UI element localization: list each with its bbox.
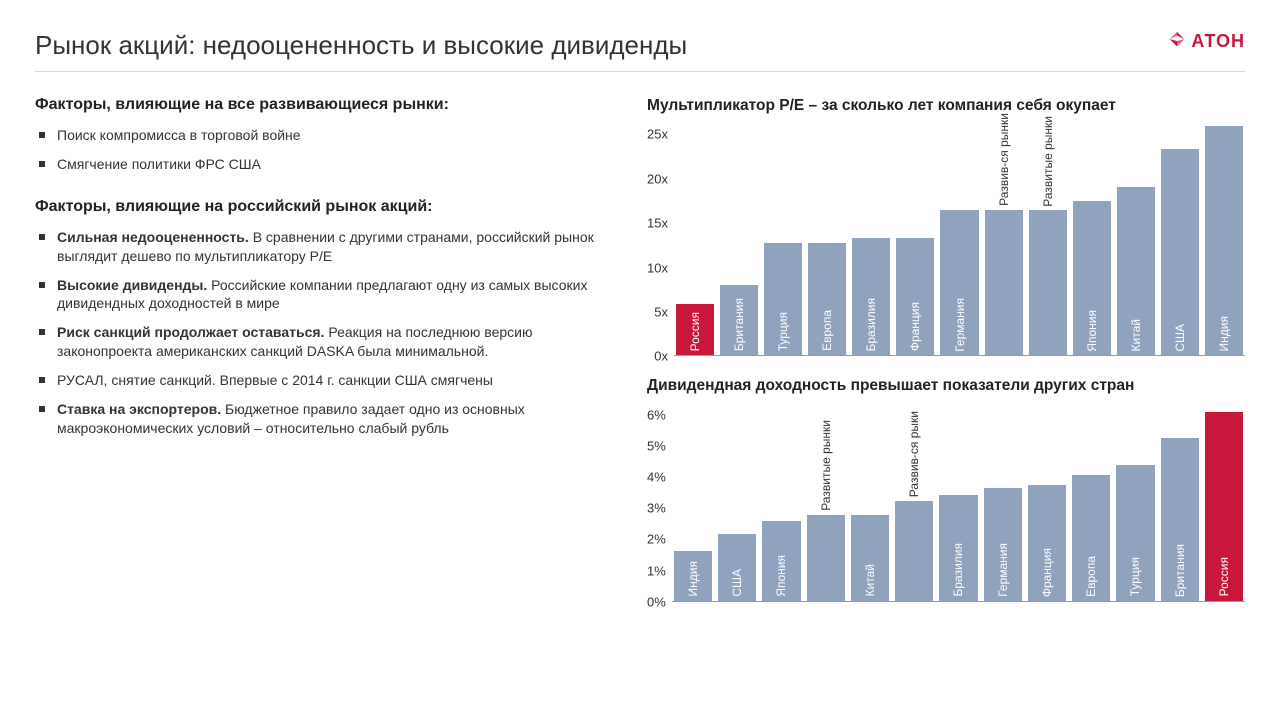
bar-label: Турция (776, 312, 790, 351)
y-tick: 10x (647, 261, 668, 274)
bar-slot: Развитые рынки (807, 402, 845, 601)
bar-slot: Германия (940, 121, 978, 355)
bar-label: Развив-ся рынки (997, 113, 1011, 206)
bar-label: Бразилия (951, 543, 965, 597)
bar-slot: Россия (1205, 402, 1243, 601)
bar-label: Франция (908, 302, 922, 351)
bar-slot: Германия (984, 402, 1022, 601)
chart2-title: Дивидендная доходность превышает показат… (647, 376, 1245, 395)
y-tick: 3% (647, 502, 666, 515)
bar-label: США (1173, 324, 1187, 352)
bar-slot: Европа (808, 121, 846, 355)
plot-area: Индия США Япония Развитые рынки Китай Развив-… (672, 402, 1245, 602)
list-item: Поиск компромисса в торговой войне (35, 126, 613, 145)
section2-list: Сильная недооцененность. В сравнении с д… (35, 228, 613, 438)
bar-slot: Россия (676, 121, 714, 355)
bar-slot: Развитые рынки (1029, 121, 1067, 355)
bar-slot: Бразилия (939, 402, 977, 601)
bar-label: Развитые рынки (1041, 116, 1055, 207)
y-axis: 0x5x10x15x20x25x (647, 121, 674, 356)
bar-slot: США (718, 402, 756, 601)
bar-label: Европа (820, 310, 834, 351)
bar-label: Британия (1173, 544, 1187, 597)
bar-label: Индия (1217, 316, 1231, 351)
y-tick: 0% (647, 595, 666, 608)
bar-slot: Япония (1073, 121, 1111, 355)
plot-area: Россия Британия Турция Европа Бразилия Франци… (674, 121, 1245, 356)
list-item: РУСАЛ, снятие санкций. Впервые с 2014 г.… (35, 371, 613, 390)
y-tick: 20x (647, 172, 668, 185)
y-tick: 0x (654, 350, 668, 363)
bar-label: Россия (1217, 557, 1231, 596)
bar-label: Развитые рынки (819, 420, 833, 511)
bar-slot: Британия (1161, 402, 1199, 601)
bar-slot: Турция (764, 121, 802, 355)
y-axis: 0%1%2%3%4%5%6% (647, 402, 672, 602)
y-tick: 6% (647, 408, 666, 421)
page-title: Рынок акций: недооцененность и высокие д… (35, 30, 687, 61)
section2-heading: Факторы, влияющие на российский рынок ак… (35, 198, 613, 216)
bar-label: Европа (1084, 556, 1098, 597)
bar-slot: Бразилия (852, 121, 890, 355)
brand-logo: АТОН (1166, 30, 1245, 52)
divider (35, 71, 1245, 72)
chart1-title: Мультипликатор P/E – за сколько лет комп… (647, 96, 1245, 115)
section1-list: Поиск компромисса в торговой войне Смягче… (35, 126, 613, 174)
list-item: Риск санкций продолжает оставаться. Реак… (35, 323, 613, 361)
bar (895, 501, 933, 601)
right-column: Мультипликатор P/E – за сколько лет комп… (647, 96, 1245, 622)
bar-label: Турция (1128, 557, 1142, 596)
bar (1029, 210, 1067, 355)
y-tick: 2% (647, 533, 666, 546)
bar-slot: Франция (1028, 402, 1066, 601)
y-tick: 1% (647, 564, 666, 577)
bar-slot: Европа (1072, 402, 1110, 601)
logo-icon (1166, 30, 1188, 52)
bar-slot: Индия (674, 402, 712, 601)
bar-label: Германия (996, 543, 1010, 597)
y-tick: 5x (654, 305, 668, 318)
list-item: Сильная недооцененность. В сравнении с д… (35, 228, 613, 266)
bar (807, 515, 845, 601)
bar-label: Франция (1040, 548, 1054, 597)
bar-label: Япония (1085, 310, 1099, 352)
bar-label: США (730, 569, 744, 597)
bar-slot: Британия (720, 121, 758, 355)
list-item: Ставка на экспортеров. Бюджетное правило… (35, 400, 613, 438)
bar (985, 210, 1023, 355)
bar-label: Япония (774, 555, 788, 597)
chart2: 0%1%2%3%4%5%6%ИндияСШАЯпонияРазвитые рын… (647, 402, 1245, 602)
y-tick: 4% (647, 471, 666, 484)
bar-slot: Япония (762, 402, 800, 601)
bar-slot: Франция (896, 121, 934, 355)
bar-slot: Развив-ся рыки (895, 402, 933, 601)
bar-slot: Турция (1116, 402, 1154, 601)
list-item: Смягчение политики ФРС США (35, 155, 613, 174)
bar-slot: Индия (1205, 121, 1243, 355)
list-item: Высокие дивиденды. Российские компании п… (35, 276, 613, 314)
bar-label: Бразилия (864, 298, 878, 352)
bar-slot: Развив-ся рынки (985, 121, 1023, 355)
bar-label: Китай (863, 564, 877, 596)
bar-label: Индия (686, 561, 700, 596)
bar-label: Россия (688, 312, 702, 351)
y-tick: 25x (647, 128, 668, 141)
bar-slot: США (1161, 121, 1199, 355)
y-tick: 15x (647, 217, 668, 230)
bar-label: Развив-ся рыки (907, 411, 921, 497)
bar-label: Германия (953, 298, 967, 352)
bar-slot: Китай (1117, 121, 1155, 355)
bar-slot: Китай (851, 402, 889, 601)
y-tick: 5% (647, 439, 666, 452)
bar-label: Китай (1129, 319, 1143, 351)
chart1: 0x5x10x15x20x25xРоссияБританияТурцияЕвро… (647, 121, 1245, 356)
section1-heading: Факторы, влияющие на все развивающиеся р… (35, 96, 613, 114)
brand-text: АТОН (1191, 31, 1245, 52)
left-column: Факторы, влияющие на все развивающиеся р… (35, 96, 613, 622)
bar-label: Британия (732, 298, 746, 351)
